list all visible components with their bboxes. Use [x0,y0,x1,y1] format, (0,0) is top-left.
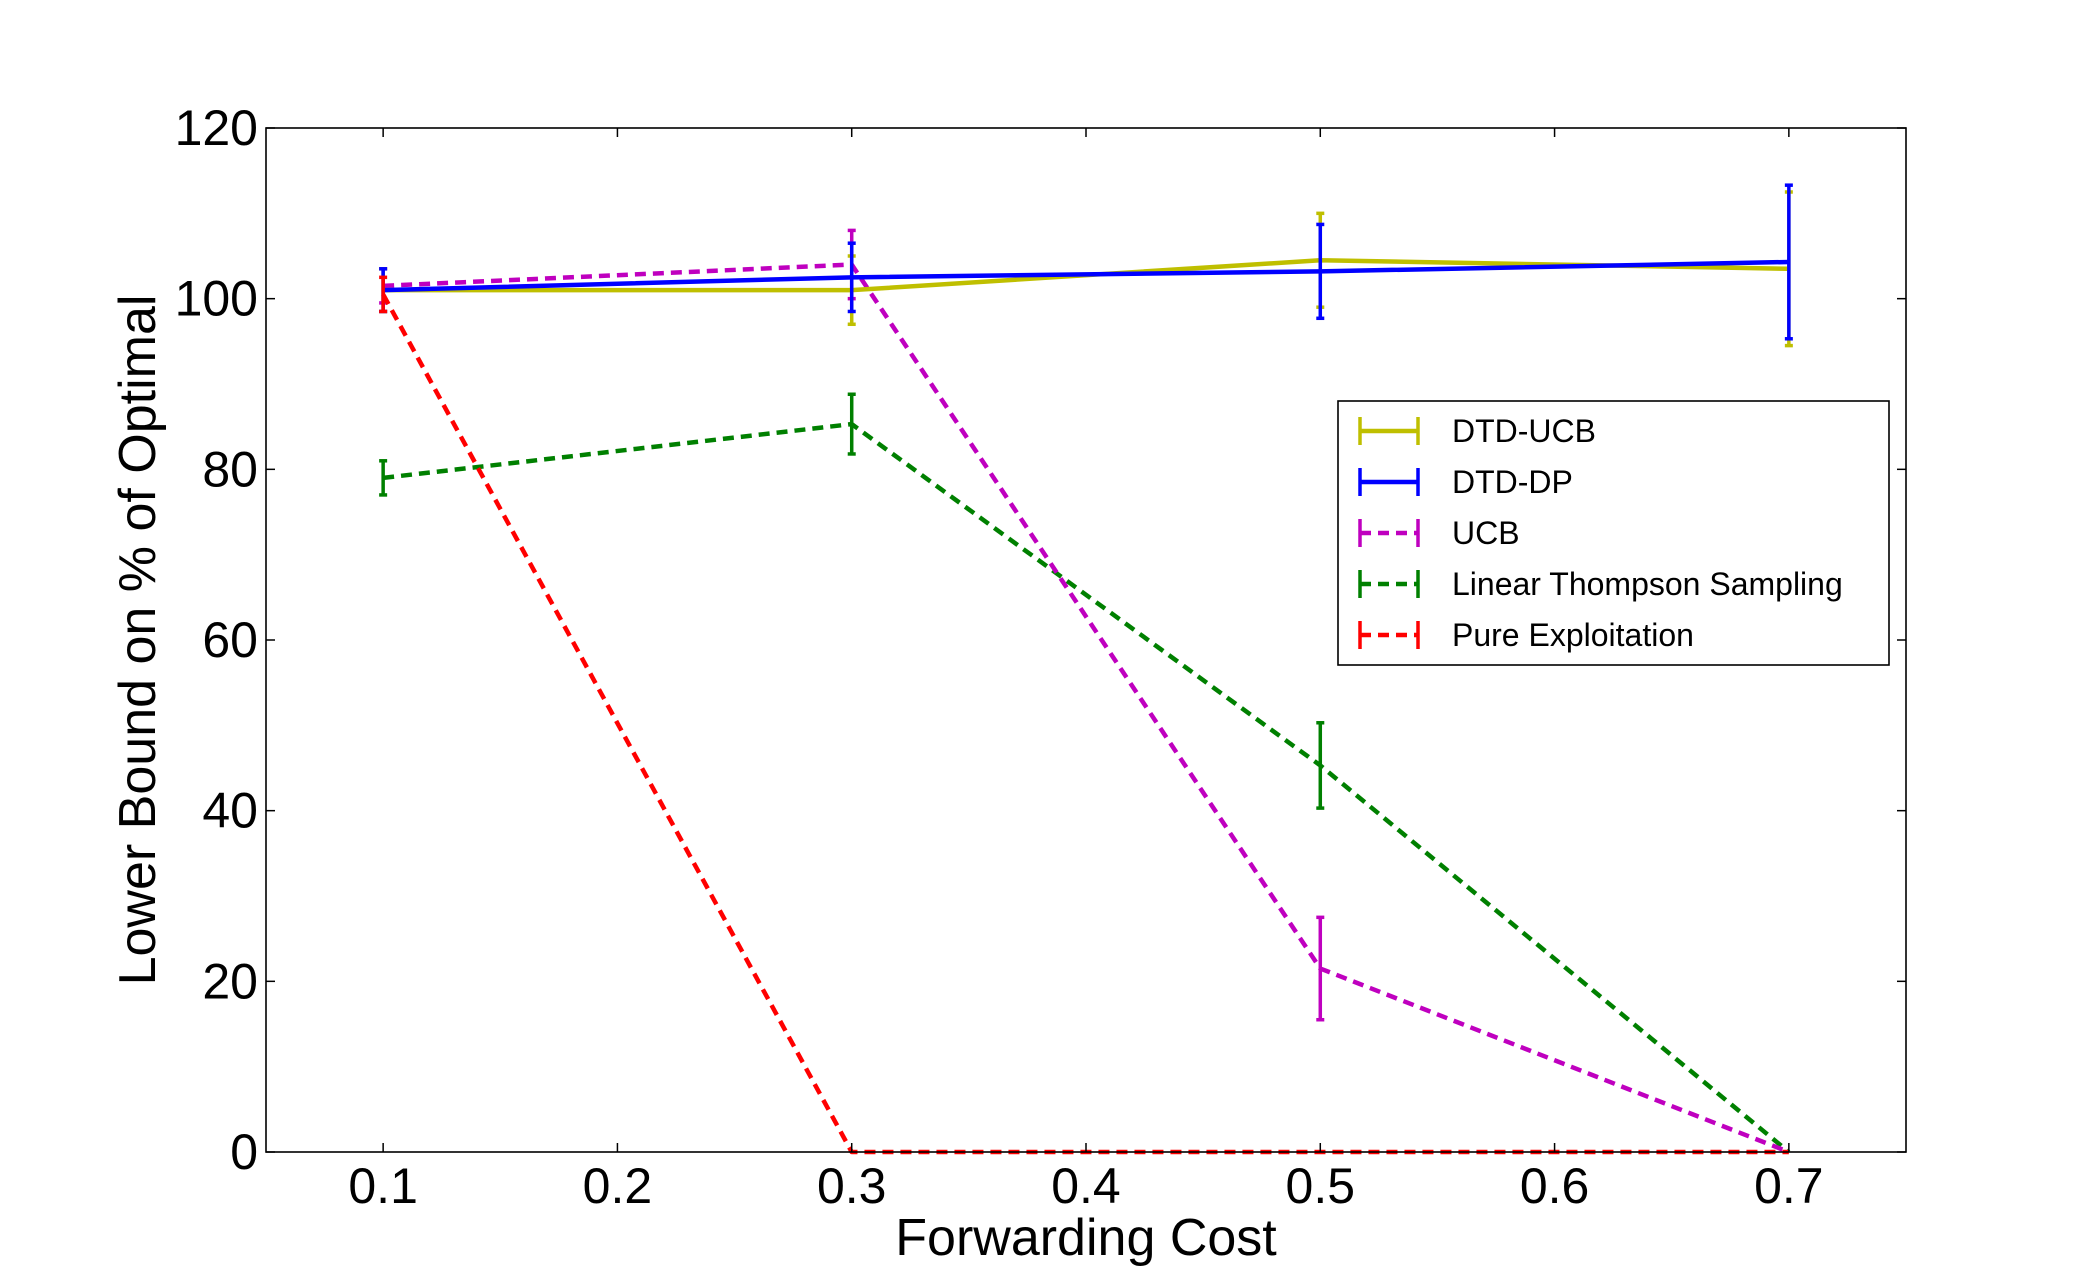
legend-frame [1337,400,1890,666]
legend-label-linear-thompson-sampling: Linear Thompson Sampling [1452,566,1843,602]
x-tick-label: 0.4 [1051,1158,1121,1214]
series-line-linear-thompson-sampling [382,421,1791,1154]
x-tick-label: 0.6 [1520,1158,1590,1214]
y-tick-label: 60 [202,612,258,668]
series-linear-thompson-sampling [379,392,1791,1154]
y-tick-label: 100 [175,271,258,327]
y-tick-label: 120 [175,100,258,156]
legend-label-dtd-ucb: DTD-UCB [1452,413,1596,449]
x-tick-label: 0.3 [817,1158,887,1214]
series-line-dtd-dp [383,259,1789,293]
y-axis-title: Lower Bound on % of Optimal [109,295,167,986]
legend-label-ucb: UCB [1452,515,1520,551]
x-tick-label: 0.5 [1286,1158,1356,1214]
axis-ticks: 0.1 0.2 0.3 0.4 0.5 0.6 0.7 0 20 40 60 80 100 120 [175,100,1906,1214]
x-tick-label: 0.1 [348,1158,418,1214]
y-tick-label: 40 [202,783,258,839]
x-tick-label: 0.2 [583,1158,653,1214]
series-layer [379,183,1793,1155]
y-tick-label: 80 [202,441,258,497]
y-tick-label: 20 [202,953,258,1009]
x-axis-title: Forwarding Cost [895,1209,1277,1267]
x-tick-label: 0.7 [1754,1158,1824,1214]
y-tick-label: 0 [230,1124,258,1180]
legend-label-pure-exploitation: Pure Exploitation [1452,617,1694,653]
legend-label-dtd-dp: DTD-DP [1452,464,1573,500]
legend: DTD-UCB DTD-DP UCB Linear Thompson Sampling… [1337,400,1890,666]
series-line-ucb [383,262,1790,1155]
